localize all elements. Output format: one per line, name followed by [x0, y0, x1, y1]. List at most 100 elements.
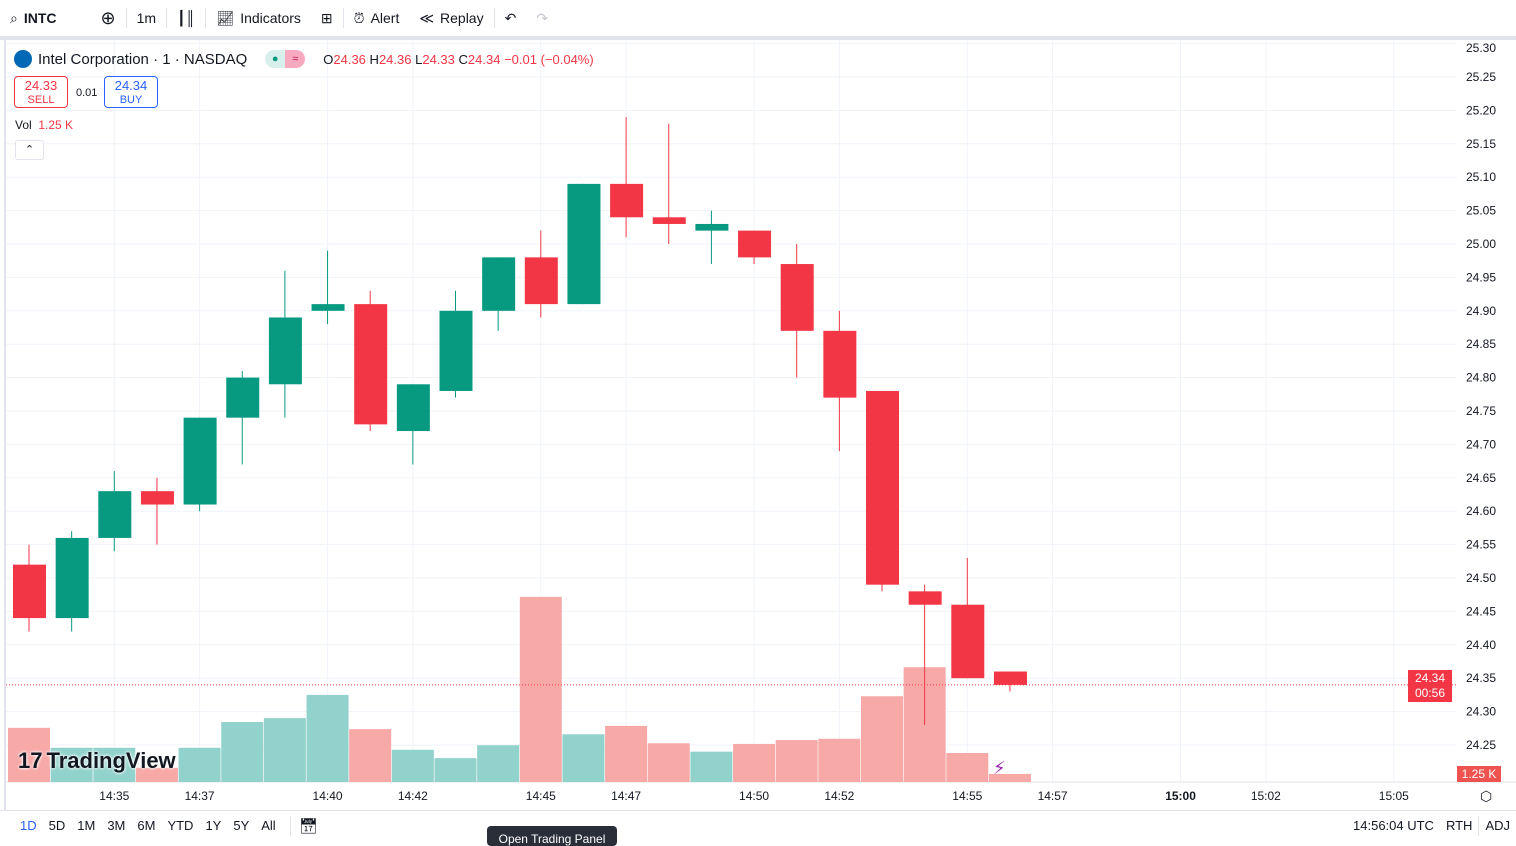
price-tick-label: 24.55: [1466, 538, 1496, 552]
chart-legend: Intel Corporation · 1 · NASDAQ ● ≈ O24.36…: [14, 50, 594, 68]
time-tick-label: 15:00: [1165, 789, 1196, 803]
range-3m[interactable]: 3M: [107, 818, 126, 833]
price-tick-label: 25.25: [1466, 70, 1496, 84]
undo-button[interactable]: ↶: [495, 0, 527, 36]
range-ytd[interactable]: YTD: [167, 818, 194, 833]
range-6m[interactable]: 6M: [137, 818, 156, 833]
volume-bar: [733, 743, 776, 782]
clock[interactable]: 14:56:04 UTC: [1353, 818, 1434, 833]
candle-body: [183, 417, 217, 505]
delayed-icon: ≈: [285, 50, 306, 68]
range-5d[interactable]: 5D: [48, 818, 66, 833]
volume-bar: [562, 734, 605, 782]
price-tick-label: 24.95: [1466, 270, 1496, 284]
price-tick-label: 24.65: [1466, 471, 1496, 485]
volume-bar: [690, 751, 733, 782]
replay-button[interactable]: ≪ Replay: [419, 9, 484, 27]
symbol-search[interactable]: ⌕ INTC: [10, 9, 57, 27]
volume-bar: [178, 747, 221, 782]
volume-bar: [8, 727, 50, 782]
candle-body: [268, 317, 302, 385]
price-tick-label: 24.35: [1466, 671, 1496, 685]
open-trading-panel-tooltip: Open Trading Panel: [487, 826, 617, 846]
search-icon: ⌕: [10, 9, 18, 26]
time-tick-label: 15:05: [1379, 789, 1409, 803]
range-1y[interactable]: 1Y: [205, 818, 222, 833]
range-1d[interactable]: 1D: [20, 818, 37, 833]
intel-logo: [14, 50, 32, 68]
price-tick-label: 25.15: [1466, 137, 1496, 151]
chart-type-button[interactable]: ┃║: [167, 0, 205, 36]
price-tick-label: 24.30: [1466, 705, 1496, 719]
candle-body: [482, 257, 516, 311]
indicators-button[interactable]: 📈︎ Indicators: [216, 9, 301, 27]
indicators-icon: 📈︎: [216, 9, 235, 26]
sell-button[interactable]: 24.33 SELL: [14, 76, 68, 108]
chart-pane[interactable]: 25.30 25.25 25.20 25.15 25.10 25.05 25.00 24.95…: [4, 40, 1516, 810]
volume-bar: [391, 749, 434, 782]
symbol-title: Intel Corporation · 1 · NASDAQ: [38, 50, 248, 68]
time-tick-label: 14:37: [185, 789, 215, 803]
rewind-icon: ≪: [419, 9, 435, 26]
alert-button[interactable]: ⏰︎ Alert: [353, 9, 400, 27]
time-tick-label: 14:35: [99, 789, 129, 803]
volume-bar: [988, 773, 1031, 782]
goto-date-icon[interactable]: 📅︎: [298, 817, 318, 835]
candle-body: [55, 537, 89, 619]
volume-bar: [135, 767, 178, 782]
chevron-up-icon: ⌃: [24, 144, 35, 156]
range-buttons: 1D 5D 1M 3M 6M YTD 1Y 5Y All: [0, 818, 282, 833]
volume-axis-label: 1.25 K: [1457, 766, 1501, 782]
candle-body: [98, 491, 132, 538]
compare-button[interactable]: ⊕: [91, 0, 126, 36]
collapse-legend-button[interactable]: ⌃: [15, 140, 44, 160]
time-tick-label: 14:45: [526, 789, 556, 803]
volume-bar: [263, 718, 306, 782]
time-tick-label: 15:02: [1251, 789, 1281, 803]
buy-button[interactable]: 24.34 BUY: [104, 76, 158, 108]
volume-bar: [818, 738, 861, 782]
time-tick-label: 14:52: [824, 789, 854, 803]
top-toolbar: ⌕ INTC ⊕ 1m ┃║ 📈︎ Indicators ⊞ ⏰︎ Alert ≪ Re…: [0, 0, 1516, 40]
plus-circle-icon: ⊕: [100, 7, 116, 28]
volume-bar: [306, 694, 349, 782]
volume-legend: Vol 1.25 K: [15, 118, 74, 132]
price-chart[interactable]: 25.30 25.25 25.20 25.15 25.10 25.05 25.00 24.95…: [6, 40, 1516, 810]
volume-bar: [349, 729, 392, 782]
lightning-icon[interactable]: ⚡︎: [993, 758, 1006, 778]
volume-bar: [477, 745, 520, 782]
session-button[interactable]: RTH: [1445, 818, 1473, 833]
price-tick-label: 24.90: [1466, 304, 1496, 318]
adjust-button[interactable]: ADJ: [1485, 818, 1510, 833]
interval-button[interactable]: 1m: [136, 10, 157, 26]
candle-body: [311, 304, 345, 311]
price-tick-label: 25.00: [1466, 237, 1496, 251]
tradingview-logo[interactable]: 17 TradingView: [18, 748, 176, 773]
redo-icon: ↷: [536, 9, 549, 26]
range-5y[interactable]: 5Y: [233, 818, 250, 833]
price-tick-label: 24.75: [1466, 404, 1496, 418]
settings-hexagon-icon[interactable]: ⬡: [1480, 788, 1493, 804]
price-tick-label: 25.10: [1466, 170, 1496, 184]
price-tick-label: 24.50: [1466, 571, 1496, 585]
volume-bar: [775, 740, 818, 782]
candle-body: [13, 564, 46, 619]
candle-body: [908, 591, 942, 605]
layouts-button[interactable]: ⊞: [311, 0, 343, 36]
market-status[interactable]: ● ≈: [265, 50, 306, 68]
volume-bar: [519, 596, 562, 782]
candle-body: [738, 230, 772, 258]
candle-body: [866, 390, 899, 585]
redo-button[interactable]: ↷: [526, 0, 558, 36]
volume-bar: [946, 752, 989, 782]
price-tick-label: 25.30: [1466, 41, 1496, 55]
candle-body: [695, 223, 729, 231]
volume-bar: [50, 747, 93, 782]
market-open-dot-icon: ●: [265, 50, 286, 68]
price-tick-label: 24.85: [1466, 337, 1496, 351]
candle-body: [396, 384, 430, 432]
range-all[interactable]: All: [261, 818, 276, 833]
range-1m[interactable]: 1M: [77, 818, 96, 833]
volume-bar: [93, 747, 136, 782]
candle-body: [780, 264, 814, 331]
